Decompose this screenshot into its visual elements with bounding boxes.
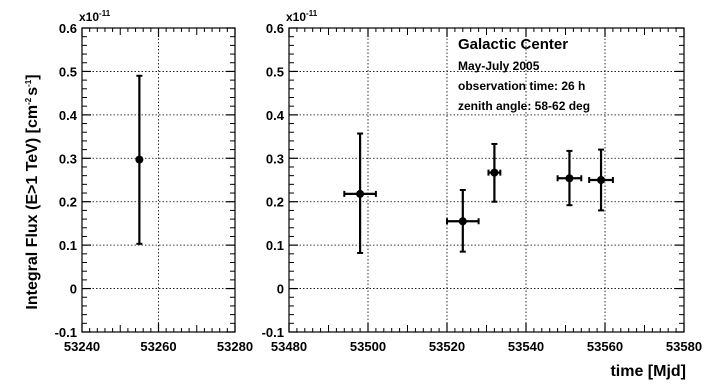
x-tick-label: 53560: [587, 339, 623, 354]
right-panel-marks: [343, 132, 614, 254]
annotation-line: May-July 2005: [458, 59, 540, 73]
right-panel-grid: [289, 28, 684, 332]
y-tick-label: -0.1: [55, 325, 77, 340]
left-panel-axes: -0.1 0 0.1 0.2 0.3 0.4 0.5 0.6 53240 53260 53280: [55, 21, 253, 354]
data-marker: [565, 174, 574, 183]
y-axis-title-part: ]: [24, 74, 41, 79]
data-point: [556, 149, 583, 207]
right-panel-axes: -0.1 0 0.1 0.2 0.3 0.4 0.5 0.6 53480 53500 53520 53…: [262, 21, 702, 354]
y-tick-label: 0.5: [266, 64, 284, 79]
y-tick-label: 0.6: [266, 21, 284, 36]
data-marker: [490, 168, 499, 177]
left-panel-marks: [135, 74, 144, 245]
data-marker: [135, 155, 144, 164]
data-point: [135, 74, 144, 245]
left-panel-grid: [82, 28, 235, 332]
data-point: [446, 188, 480, 253]
y-axis-title-sup: -2: [24, 97, 33, 105]
x-tick-label: 53260: [140, 339, 176, 354]
x-tick-label: 53500: [350, 339, 386, 354]
x-tick-label: 53540: [508, 339, 544, 354]
y-tick-label: 0: [277, 282, 284, 297]
left-panel: -0.1 0 0.1 0.2 0.3 0.4 0.5 0.6 53240 53260 53280 x…: [55, 9, 253, 354]
x-tick-label: 53480: [271, 339, 307, 354]
y-tick-label: 0.3: [59, 151, 77, 166]
left-y-exponent: x10-11: [79, 9, 111, 24]
y-tick-label: 0.2: [266, 195, 284, 210]
x-tick-label: 53520: [429, 339, 465, 354]
data-point: [487, 142, 502, 203]
y-axis-title-part: s: [24, 87, 41, 96]
annotation-line: zenith angle: 58-62 deg: [458, 99, 590, 113]
plot-frame: [288, 27, 685, 333]
y-tick-label: -0.1: [262, 325, 284, 340]
data-marker: [356, 189, 365, 198]
y-axis-title: Integral Flux (E>1 TeV) [cm-2s-1]: [24, 74, 41, 309]
right-y-exponent: x10-11: [286, 9, 318, 24]
y-tick-label: 0.5: [59, 64, 77, 79]
annotation-title: Galactic Center: [458, 36, 568, 53]
data-marker: [458, 217, 467, 226]
y-tick-label: 0: [70, 282, 77, 297]
y-tick-label: 0.4: [266, 108, 285, 123]
y-axis-title-sup: -1: [24, 79, 33, 87]
y-tick-label: 0.3: [266, 151, 284, 166]
y-tick-label: 0.6: [59, 21, 77, 36]
y-tick-label: 0.4: [59, 108, 78, 123]
x-tick-label: 53240: [64, 339, 100, 354]
data-marker: [597, 176, 606, 184]
x-axis-title: time [Mjd]: [610, 363, 686, 380]
annotation-line: observation time: 26 h: [458, 79, 585, 93]
y-tick-label: 0.2: [59, 195, 77, 210]
y-tick-label: 0.1: [59, 238, 77, 253]
y-tick-label: 0.1: [266, 238, 284, 253]
y-axis-title-part: Integral Flux (E>1 TeV) [cm: [24, 105, 41, 310]
data-point: [343, 132, 377, 254]
x-tick-label: 53580: [666, 339, 702, 354]
data-point: [588, 148, 614, 212]
x-tick-label: 53280: [217, 339, 253, 354]
right-panel: -0.1 0 0.1 0.2 0.3 0.4 0.5 0.6 53480 53500 53520 53…: [262, 9, 702, 354]
